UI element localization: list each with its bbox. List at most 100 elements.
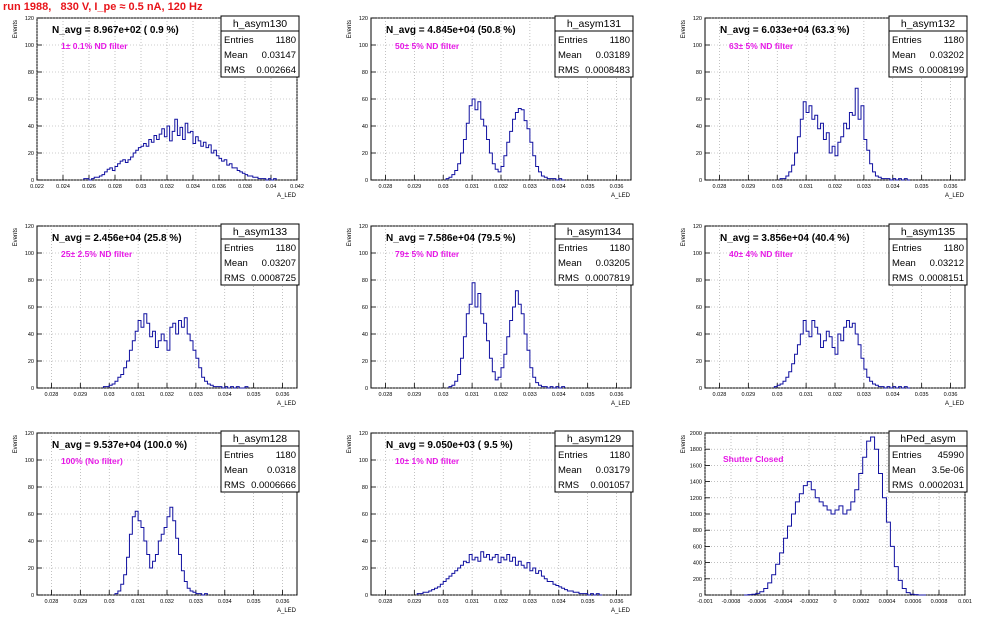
y-tick-label: 20 [696, 359, 702, 365]
stats-box-frame [220, 223, 300, 286]
x-tick-label: 0.028 [379, 184, 393, 190]
x-tick-label: 0.032 [160, 599, 174, 605]
x-tick-label: 0.033 [189, 392, 203, 398]
y-axis-label: Events [681, 435, 687, 453]
x-tick-label: -0.0006 [748, 599, 767, 605]
y-tick-label: 100 [693, 251, 702, 257]
x-tick-label: 0.029 [407, 392, 421, 398]
x-tick-label: 0.036 [944, 392, 958, 398]
y-tick-label: 100 [25, 43, 34, 49]
x-tick-label: 0.03 [438, 184, 449, 190]
x-axis-label: A_LED [277, 401, 297, 407]
stats-value-entries: 1180 [610, 450, 630, 461]
x-tick-label: 0.029 [407, 599, 421, 605]
stats-value-rms: 0.0008199 [919, 65, 964, 76]
y-tick-label: 800 [693, 528, 702, 534]
y-tick-label: 60 [362, 305, 368, 311]
histogram-series [102, 313, 249, 389]
x-tick-label: 0.001 [958, 599, 972, 605]
histogram-panel-h_asym133: 0.028 0.029 0.03 0.031 0.032 0.033 0.034 0.035 0… [13, 223, 300, 407]
stats-value-mean: 3.5e-06 [932, 465, 964, 476]
stats-title: h_asym135 [901, 226, 955, 238]
x-tick-label: 0.026 [82, 184, 96, 190]
histogram-panel-h_asym135: 0.028 0.029 0.03 0.031 0.032 0.033 0.034 0.035 0… [681, 223, 968, 407]
stats-key-mean: Mean [892, 50, 916, 61]
y-tick-label: 120 [25, 224, 34, 230]
stats-value-entries: 1180 [276, 243, 296, 254]
x-tick-label: 0.031 [131, 392, 145, 398]
y-tick-label: 80 [28, 70, 34, 76]
stats-key-mean: Mean [558, 465, 582, 476]
histogram-panel-h_asym130: 0.022 0.024 0.026 0.028 0.03 0.032 0.034 0.036 0… [13, 15, 304, 199]
stats-key-entries: Entries [892, 35, 922, 46]
stats-key-entries: Entries [892, 243, 922, 254]
stats-value-mean: 0.03212 [930, 258, 964, 269]
x-tick-label: 0.035 [915, 184, 929, 190]
x-tick-label: 0.035 [915, 392, 929, 398]
x-tick-label: 0.033 [523, 184, 537, 190]
stats-key-mean: Mean [558, 258, 582, 269]
stats-key-rms: RMS [558, 480, 579, 491]
x-tick-label: 0.034 [886, 392, 900, 398]
stats-box-frame [888, 15, 968, 78]
x-tick-label: 0.0008 [931, 599, 948, 605]
x-tick-label: 0.03 [772, 392, 783, 398]
x-tick-label: 0.042 [290, 184, 304, 190]
stats-value-entries: 1180 [276, 450, 296, 461]
filter-label: 63± 5% ND filter [729, 41, 794, 51]
x-tick-label: -0.0004 [774, 599, 793, 605]
x-axis-label: A_LED [277, 608, 297, 614]
stats-key-mean: Mean [224, 50, 248, 61]
x-tick-label: 0.031 [799, 392, 813, 398]
y-tick-label: 120 [693, 16, 702, 22]
y-tick-label: 120 [359, 431, 368, 437]
y-tick-label: 120 [25, 431, 34, 437]
stats-title: h_asym132 [901, 18, 955, 30]
stats-value-rms: 0.0006666 [251, 480, 296, 491]
n-avg-label: N_avg = 9.537e+04 (100.0 %) [52, 440, 187, 451]
histogram-series [114, 506, 208, 596]
histogram-series [445, 98, 565, 181]
stats-title: h_asym130 [233, 18, 287, 30]
x-tick-label: 0.03 [136, 184, 147, 190]
x-tick-label: 0.0004 [879, 599, 896, 605]
stats-value-mean: 0.0318 [267, 465, 296, 476]
stats-box-frame [220, 430, 300, 493]
stats-box: h_asym135 Entries 1180 Mean 0.03212 RMS 0.0008… [888, 223, 968, 286]
x-tick-label: 0.032 [160, 184, 174, 190]
x-tick-label: 0.031 [799, 184, 813, 190]
stats-value-entries: 1180 [610, 243, 630, 254]
filter-label: 25± 2.5% ND filter [61, 249, 133, 259]
n-avg-label: N_avg = 6.033e+04 (63.3 %) [720, 25, 850, 36]
y-tick-label: 20 [28, 359, 34, 365]
x-tick-label: 0.032 [494, 392, 508, 398]
stats-value-rms: 0.0008725 [251, 273, 296, 284]
stats-key-mean: Mean [224, 465, 248, 476]
y-axis-label: Events [347, 435, 353, 453]
stats-title: h_asym133 [233, 226, 287, 238]
x-tick-label: 0.034 [552, 184, 566, 190]
x-tick-label: -0.0008 [722, 599, 741, 605]
x-tick-label: 0.022 [30, 184, 44, 190]
x-tick-label: 0.033 [523, 599, 537, 605]
y-tick-label: 20 [696, 151, 702, 157]
stats-key-entries: Entries [558, 450, 588, 461]
n-avg-label: N_avg = 9.050e+03 ( 9.5 %) [386, 440, 513, 451]
x-tick-label: 0.031 [465, 599, 479, 605]
y-tick-label: 40 [28, 124, 34, 130]
x-tick-label: 0.028 [45, 599, 59, 605]
x-tick-label: 0.035 [581, 392, 595, 398]
stats-box: h_asym128 Entries 1180 Mean 0.0318 RMS 0.00066… [220, 430, 300, 493]
x-tick-label: 0.034 [552, 392, 566, 398]
y-axis-label: Events [13, 228, 19, 246]
x-tick-label: 0.034 [186, 184, 200, 190]
x-tick-label: 0.032 [494, 184, 508, 190]
stats-key-entries: Entries [224, 243, 254, 254]
x-tick-label: 0.036 [276, 392, 290, 398]
y-tick-label: 80 [28, 485, 34, 491]
stats-value-entries: 1180 [610, 35, 630, 46]
stats-key-rms: RMS [892, 480, 913, 491]
stats-value-rms: 0.0008483 [585, 65, 630, 76]
histogram-series [416, 551, 603, 596]
